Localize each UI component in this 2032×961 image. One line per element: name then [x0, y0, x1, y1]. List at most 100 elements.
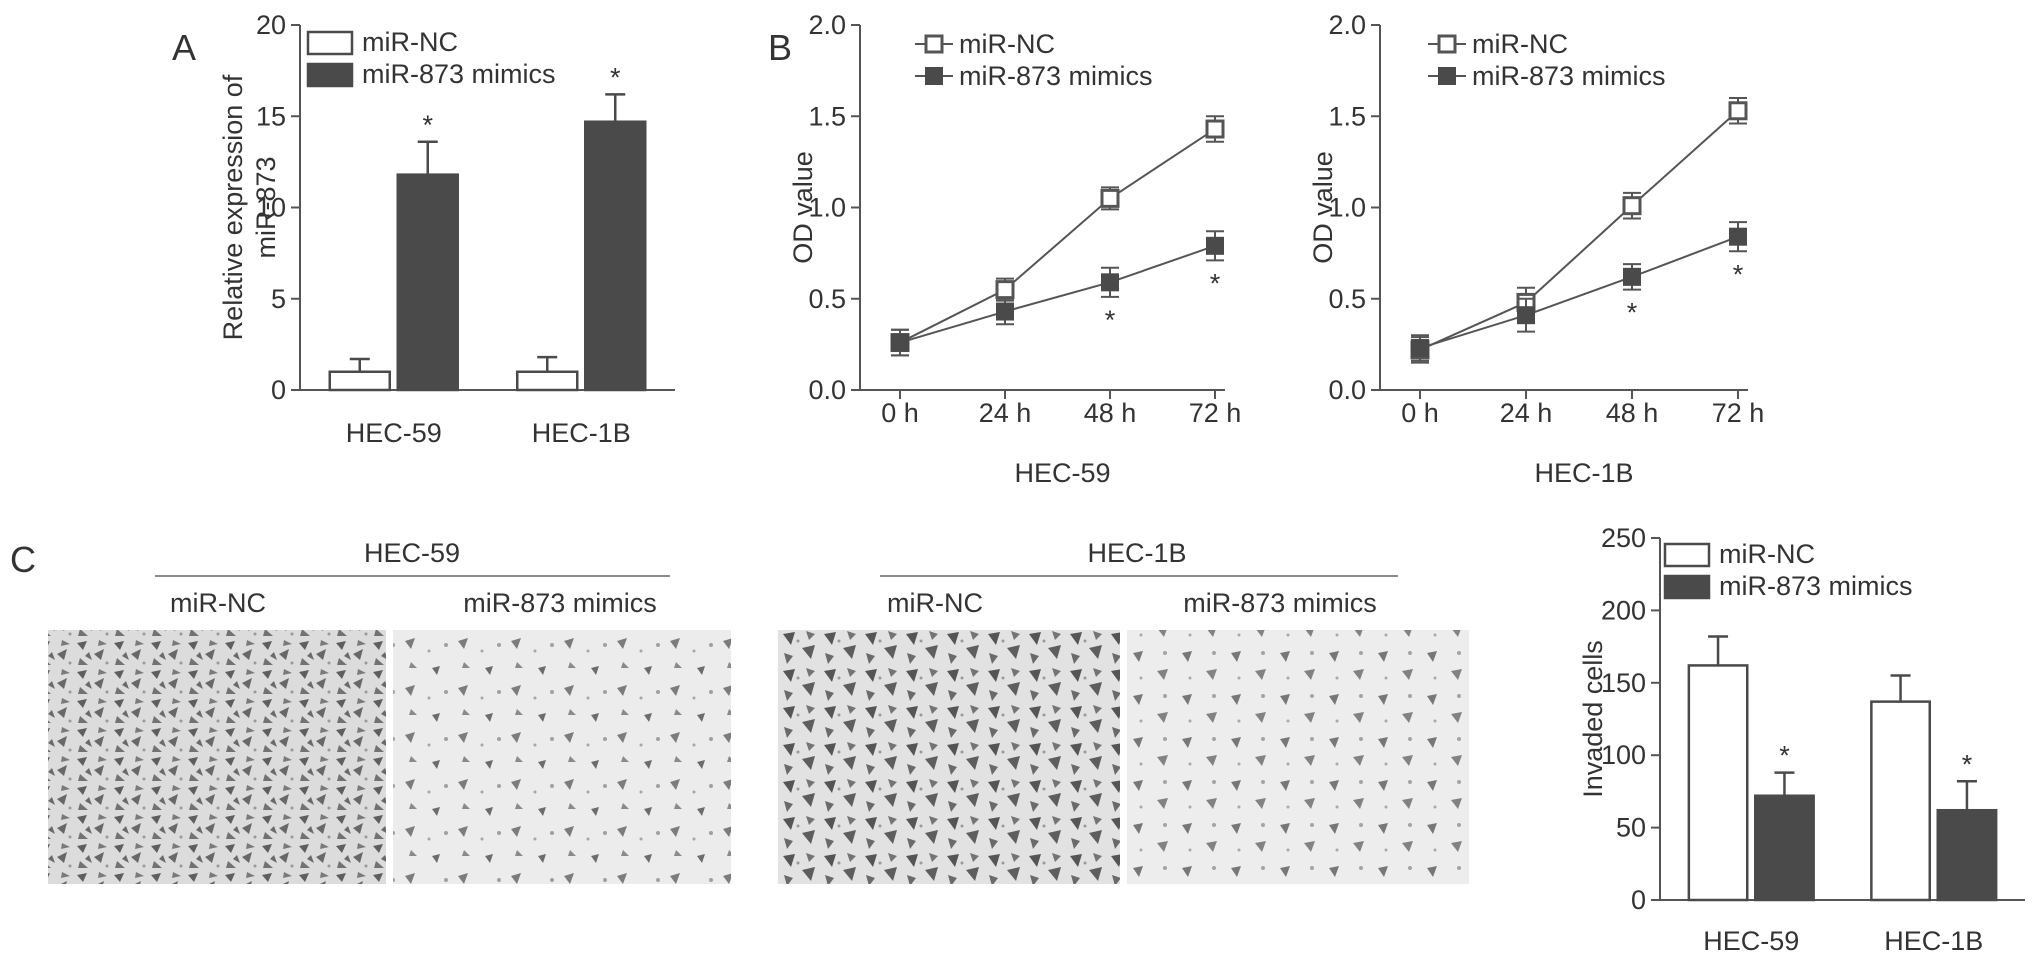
- legend-swatch: [1663, 542, 1711, 568]
- chart-invaded-cells: 0 50 100 150 200 250 Invaded cells HEC-59 * HEC-1…: [1578, 523, 2025, 956]
- bar: [1687, 664, 1749, 902]
- bar: [396, 173, 459, 392]
- micrograph-hec59-mimics: [393, 630, 731, 884]
- data-point: [1206, 236, 1224, 255]
- x-tick-label: 48 h: [1606, 398, 1659, 428]
- y-tick-label: 250: [1601, 523, 1646, 553]
- y-tick-label: 50: [1616, 813, 1646, 843]
- y-tick-label: 100: [1601, 740, 1646, 770]
- data-point: [891, 333, 909, 352]
- y-axis-label: Relative expression of miR-873: [218, 74, 281, 340]
- bar: [1754, 794, 1815, 902]
- data-point: [1622, 196, 1642, 216]
- y-tick-label: 10: [256, 193, 286, 223]
- chart-relative-expression: 0 5 10 15 20 Relative expression of miR-873 HEC…: [218, 10, 675, 448]
- series-line: [1419, 235, 1739, 349]
- panel-letter-b: B: [768, 27, 792, 68]
- y-tick-label: 1.0: [1328, 193, 1366, 223]
- y-tick-label: 0: [271, 375, 286, 405]
- micrograph-hec1b-mimics: [1127, 630, 1469, 884]
- data-point: [1100, 188, 1120, 208]
- y-tick-label: 5: [271, 284, 286, 314]
- x-category-label: HEC-59: [346, 418, 442, 448]
- legend-label: miR-873 mimics: [1472, 61, 1666, 91]
- data-point: [1623, 267, 1641, 286]
- x-tick-label: 72 h: [1189, 398, 1242, 428]
- data-point: [1728, 101, 1748, 121]
- y-tick-label: 2.0: [1328, 10, 1366, 40]
- legend-label: miR-873 mimics: [1719, 571, 1913, 601]
- chart-od-hec1b: 0.0 0.5 1.0 1.5 2.0 OD value 0 h 24 h 48 h 72 h HE…: [1308, 10, 1764, 488]
- significance-marker: *: [1733, 259, 1744, 289]
- x-tick-label: 0 h: [881, 398, 919, 428]
- y-tick-label: 0.5: [808, 284, 846, 314]
- group-label-hec1b: HEC-1B: [1087, 538, 1186, 568]
- chart-subtitle: HEC-1B: [1534, 458, 1633, 488]
- y-tick-label: 1.0: [808, 193, 846, 223]
- legend-swatch: [306, 30, 354, 56]
- bar: [516, 370, 579, 392]
- legend-label: miR-NC: [1719, 539, 1815, 569]
- significance-marker: *: [610, 62, 621, 92]
- y-tick-label: 0.0: [1328, 375, 1366, 405]
- legend-label: miR-873 mimics: [959, 61, 1153, 91]
- significance-marker: *: [1627, 298, 1638, 328]
- y-axis-label: Invaded cells: [1578, 640, 1608, 798]
- significance-marker: *: [1779, 741, 1790, 771]
- column-label-hec59-mimics: miR-873 mimics: [463, 588, 657, 618]
- legend-marker: [924, 34, 944, 54]
- x-tick-label: 24 h: [1500, 398, 1553, 428]
- micrograph-hec59-nc: [48, 630, 386, 884]
- series-line: [899, 128, 1216, 344]
- column-label-hec1b-mimics: miR-873 mimics: [1183, 588, 1377, 618]
- significance-marker: *: [1105, 305, 1116, 335]
- significance-marker: *: [422, 110, 433, 140]
- legend-label: miR-873 mimics: [362, 59, 556, 89]
- data-point: [1411, 339, 1429, 358]
- significance-marker: *: [1210, 268, 1221, 298]
- x-tick-label: 72 h: [1712, 398, 1765, 428]
- bar: [328, 370, 391, 392]
- bar: [1936, 808, 1998, 902]
- legend-label: miR-NC: [1472, 29, 1568, 59]
- legend-marker: [1438, 67, 1456, 85]
- significance-marker: *: [1962, 749, 1973, 779]
- chart-od-hec59: 0.0 0.5 1.0 1.5 2.0 OD value 0 h 24 h 48 h 72 h HE…: [788, 10, 1241, 488]
- legend-label: miR-NC: [362, 27, 458, 57]
- y-axis-label: OD value: [788, 151, 818, 264]
- y-tick-label: 20: [256, 10, 286, 40]
- y-tick-label: 0.0: [808, 375, 846, 405]
- x-category-label: HEC-1B: [1884, 926, 1983, 956]
- column-label-hec59-nc: miR-NC: [170, 588, 266, 618]
- series-line: [899, 244, 1216, 344]
- legend-swatch: [306, 62, 354, 88]
- chart-subtitle: HEC-59: [1014, 458, 1110, 488]
- data-point: [995, 280, 1015, 300]
- y-tick-label: 2.0: [808, 10, 846, 40]
- x-category-label: HEC-59: [1703, 926, 1799, 956]
- y-tick-label: 1.5: [1328, 101, 1366, 131]
- series-line: [1419, 110, 1739, 351]
- group-label-hec59: HEC-59: [364, 538, 460, 568]
- x-tick-label: 24 h: [979, 398, 1032, 428]
- data-point: [1729, 227, 1747, 246]
- legend-swatch: [1663, 574, 1711, 600]
- y-tick-label: 0: [1631, 885, 1646, 915]
- data-point: [1205, 119, 1225, 139]
- panel-letter-c: C: [10, 539, 36, 580]
- panel-letter-a: A: [172, 27, 196, 68]
- x-category-label: HEC-1B: [532, 418, 631, 448]
- bar: [584, 120, 647, 392]
- data-point: [1101, 273, 1119, 292]
- legend-marker: [925, 67, 943, 85]
- data-point: [996, 302, 1014, 321]
- y-tick-label: 150: [1601, 668, 1646, 698]
- y-tick-label: 15: [256, 101, 286, 131]
- bar: [1870, 700, 1931, 902]
- legend-marker: [1437, 34, 1457, 54]
- x-tick-label: 0 h: [1401, 398, 1439, 428]
- x-tick-label: 48 h: [1084, 398, 1137, 428]
- y-tick-label: 200: [1601, 595, 1646, 625]
- y-tick-label: 0.5: [1328, 284, 1366, 314]
